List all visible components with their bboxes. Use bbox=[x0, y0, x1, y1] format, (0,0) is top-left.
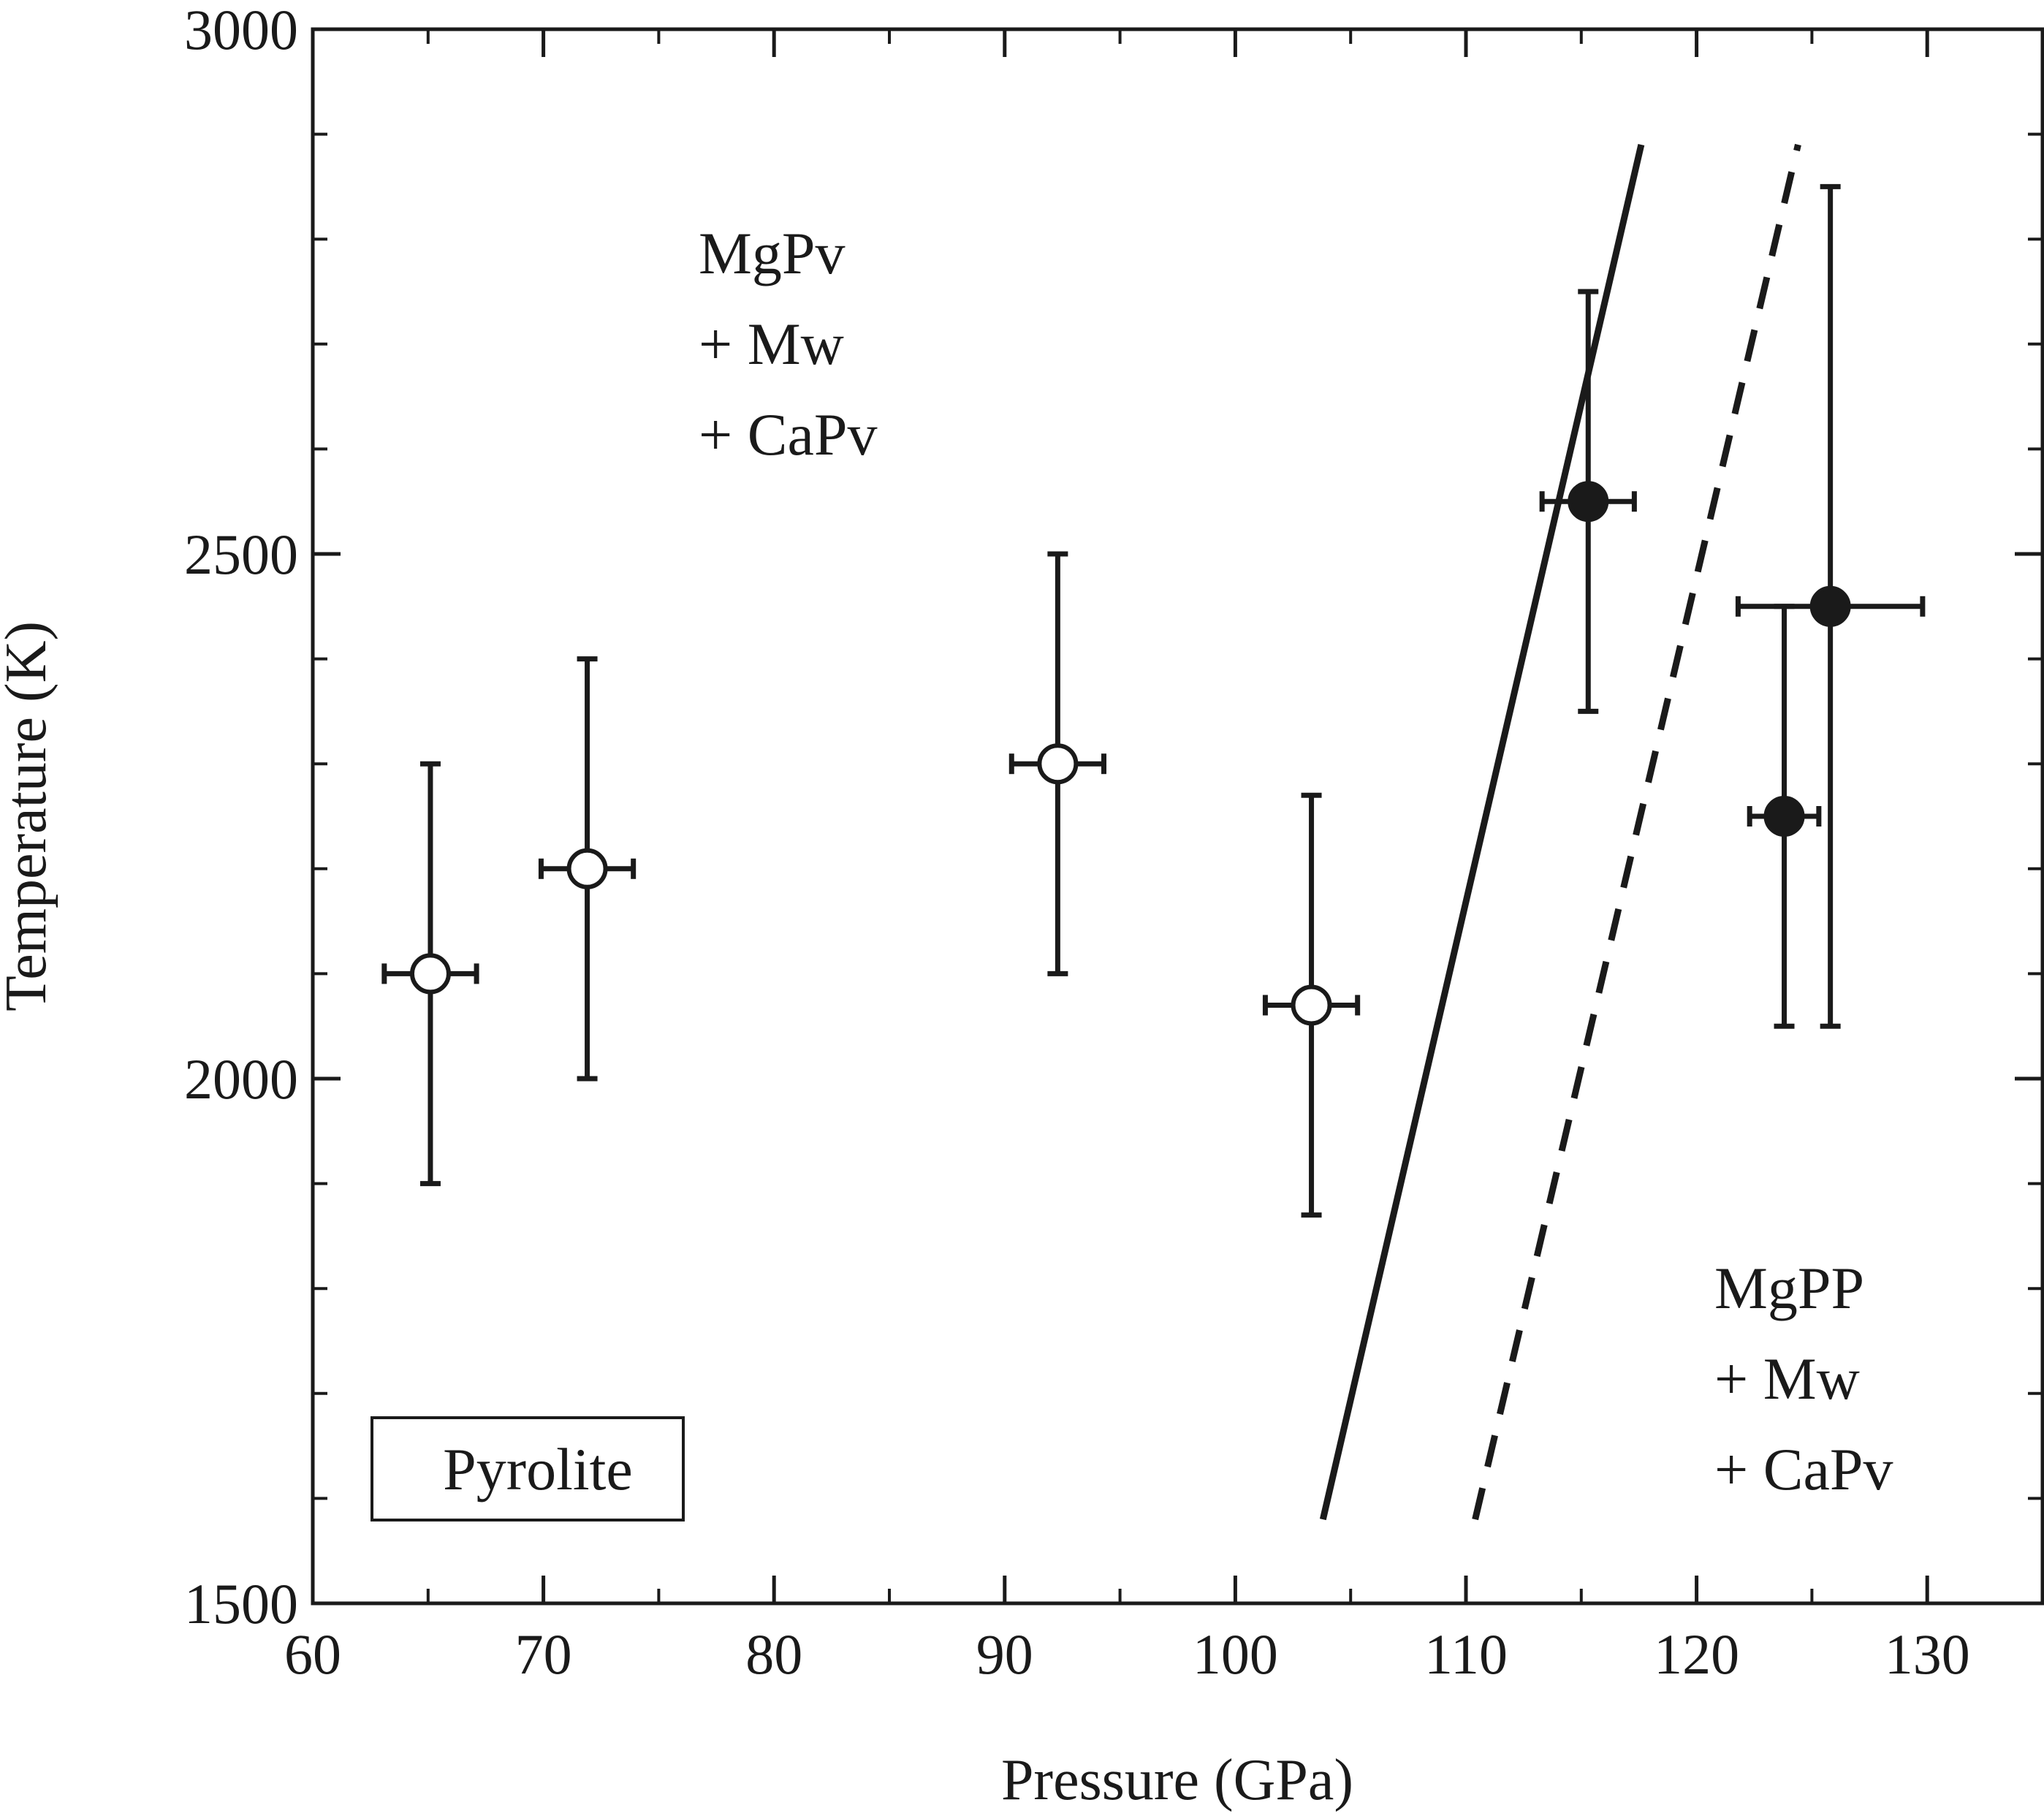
x-tick-label: 90 bbox=[976, 1622, 1033, 1686]
legend-box: Pyrolite bbox=[371, 1416, 685, 1521]
x-tick-label: 120 bbox=[1654, 1622, 1739, 1686]
filled-point-group bbox=[1735, 183, 1926, 1029]
annotation-mgpp-line-2: + Mw bbox=[1714, 1345, 1860, 1412]
open-point-group bbox=[381, 761, 479, 1187]
annotation-mgpp: MgPP + Mw + CaPv bbox=[1714, 1255, 1893, 1502]
x-tick-label: 60 bbox=[284, 1622, 341, 1686]
x-tick-label: 70 bbox=[515, 1622, 572, 1686]
open-point-group bbox=[538, 656, 637, 1082]
boundary-line-dashed bbox=[1472, 143, 1801, 1521]
data-points-layer bbox=[381, 183, 1926, 1218]
legend-box-frame bbox=[371, 1416, 685, 1521]
x-axis-title: Pressure (GPa) bbox=[1001, 1748, 1353, 1812]
filled-point-group bbox=[1539, 289, 1637, 714]
open-circle-marker bbox=[409, 953, 451, 995]
x-tick-label: 110 bbox=[1424, 1622, 1508, 1686]
ticks-layer: 60 70 80 90 100 110 120 130 1500 2000 2500 3000 bbox=[184, 0, 2043, 1686]
y-tick-label: 2000 bbox=[184, 1047, 298, 1111]
annotation-mgpv-line-1: MgPv bbox=[699, 220, 846, 286]
filled-circle-marker bbox=[1568, 481, 1609, 523]
annotation-mgpv-line-2: + Mw bbox=[699, 311, 844, 377]
annotation-mgpv: MgPv + Mw + CaPv bbox=[699, 220, 877, 468]
y-axis-title: Temperature (K) bbox=[0, 621, 58, 1011]
x-tick-label: 130 bbox=[1885, 1622, 1970, 1686]
y-tick-label: 1500 bbox=[184, 1572, 298, 1635]
plot-frame bbox=[311, 27, 2044, 1606]
filled-circle-marker bbox=[1809, 585, 1851, 627]
open-point-group bbox=[1008, 551, 1107, 976]
x-tick-label: 100 bbox=[1193, 1622, 1278, 1686]
open-circle-marker bbox=[1291, 984, 1332, 1026]
filled-point-group bbox=[1747, 604, 1822, 1029]
open-circle-marker bbox=[1037, 743, 1079, 785]
y-tick-label: 3000 bbox=[184, 0, 298, 61]
x-tick-label: 80 bbox=[745, 1622, 802, 1686]
open-circle-marker bbox=[566, 848, 608, 889]
filled-circle-marker bbox=[1763, 796, 1805, 837]
annotation-mgpp-line-3: + CaPv bbox=[1714, 1436, 1893, 1502]
legend-box-label: Pyrolite bbox=[443, 1436, 633, 1502]
open-point-group bbox=[1262, 792, 1361, 1218]
annotation-mgpp-line-1: MgPP bbox=[1714, 1255, 1864, 1321]
y-tick-label: 2500 bbox=[184, 523, 298, 586]
annotation-mgpv-line-3: + CaPv bbox=[699, 401, 877, 468]
